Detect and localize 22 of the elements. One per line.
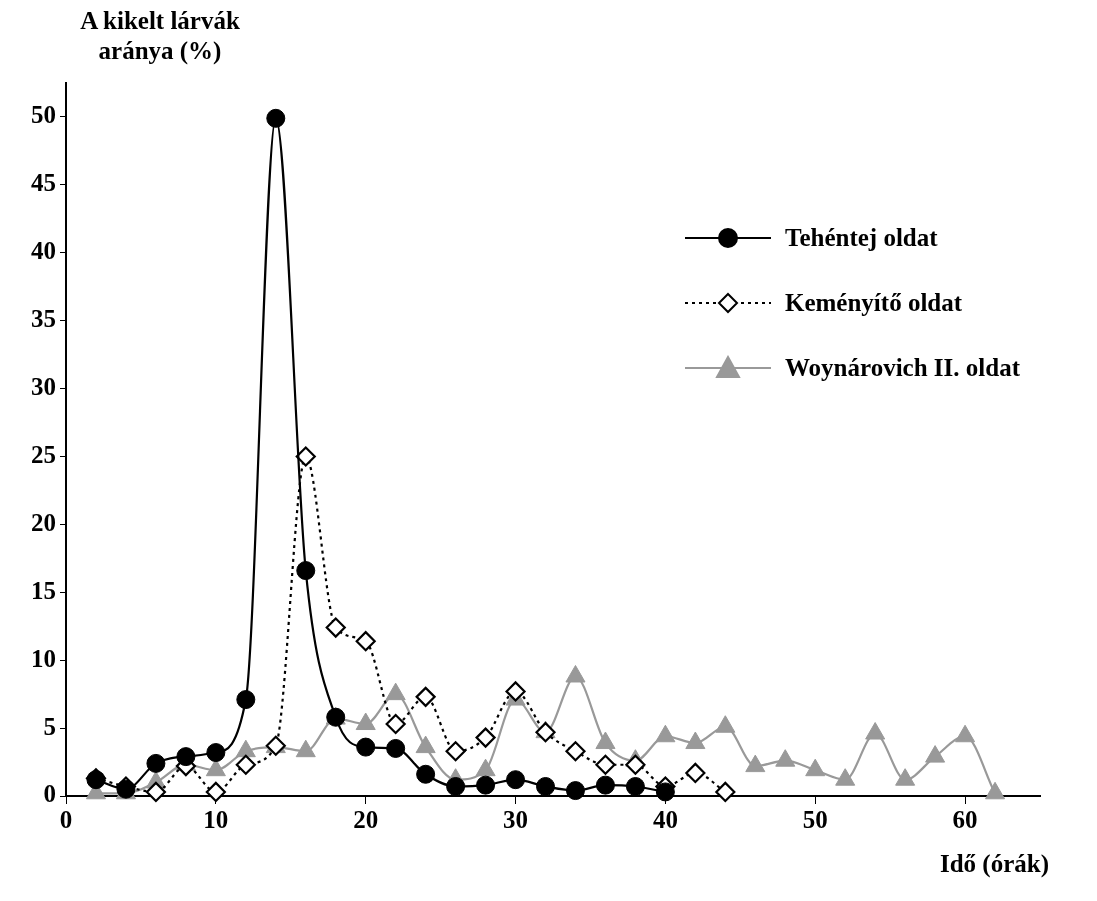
x-axis-title: Idő (órák) (939, 850, 1049, 878)
y-tick-label: 15 (31, 576, 56, 604)
y-tick-label: 10 (31, 644, 56, 672)
x-tick-label: 30 (503, 806, 529, 834)
y-tick-label: 25 (31, 440, 56, 468)
y-tick-label: 20 (31, 508, 56, 536)
y-tick-label: 45 (31, 169, 56, 197)
x-tick-label: 10 (203, 806, 229, 834)
y-tick-label: 30 (31, 373, 56, 401)
y-tick-label: 40 (31, 237, 56, 265)
x-tick-label: 20 (353, 806, 379, 834)
y-tick-label: 35 (31, 305, 56, 333)
y-axis-title: A kikelt lárvák aránya (%) (79, 6, 241, 66)
x-tick-label: 60 (952, 806, 978, 834)
y-tick-label: 0 (43, 780, 56, 808)
legend-label: Woynárovich II. oldat (785, 353, 1020, 382)
x-tick-label: 50 (802, 806, 828, 834)
y-tick-label: 5 (43, 712, 56, 740)
legend-label: Tehéntej oldat (785, 223, 938, 252)
legend-label: Keményítő oldat (785, 288, 963, 317)
x-tick-label: 40 (652, 806, 678, 834)
y-tick-label: 50 (31, 101, 56, 129)
